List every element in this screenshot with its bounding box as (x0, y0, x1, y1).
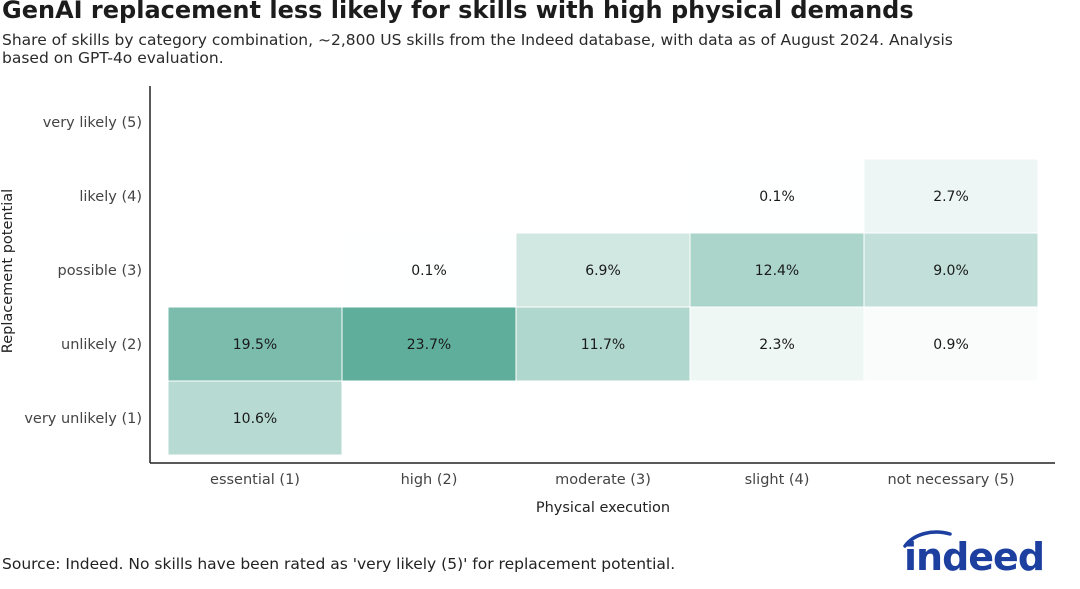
heatmap-cell-labels: 10.6% 19.5% 23.7% 0.1% 11.7% 6.9% 2.3% 12.4% 0.1… (233, 189, 969, 427)
x-tick-label: essential (1) (210, 472, 300, 488)
logo-text: indeed (904, 535, 1044, 578)
indeed-logo: indeed (903, 530, 1045, 578)
y-tick-label: likely (4) (79, 189, 142, 205)
heatmap-cell-label: 0.1% (411, 263, 447, 279)
heatmap-cell-label: 2.3% (759, 337, 795, 353)
heatmap-cell (689, 232, 865, 308)
x-tick-label: not necessary (5) (887, 472, 1014, 488)
x-tick-label: high (2) (401, 472, 458, 488)
heatmap-cell (515, 232, 691, 308)
y-axis-title: Replacement potential (0, 188, 16, 354)
chart-title: GenAI replacement less likely for skills… (2, 0, 914, 24)
heatmap-cell (689, 306, 865, 382)
heatmap-cell-label: 0.9% (933, 337, 969, 353)
y-tick-label: possible (3) (57, 263, 142, 279)
heatmap-cell-label: 23.7% (407, 337, 451, 353)
heatmap-cell-label: 9.0% (933, 263, 969, 279)
heatmap-cell-label: 0.1% (759, 189, 795, 205)
heatmap-cell (863, 306, 1039, 382)
x-axis-ticks: essential (1) high (2) moderate (3) slight … (210, 472, 1014, 488)
source-note: Source: Indeed. No skills have been rate… (2, 555, 676, 573)
logo-arc-icon (903, 530, 952, 548)
heatmap-cell (167, 306, 343, 382)
heatmap-cell (341, 306, 517, 382)
heatmap-cell (689, 158, 865, 234)
heatmap-cell (863, 158, 1039, 234)
heatmap-cell-label: 10.6% (233, 411, 277, 427)
heatmap-cell (863, 232, 1039, 308)
heatmap-cells (167, 158, 1039, 456)
y-tick-label: very likely (5) (43, 115, 142, 131)
y-tick-label: very unlikely (1) (24, 411, 142, 427)
y-axis-ticks: very unlikely (1) unlikely (2) possible (3… (24, 115, 142, 427)
chart-subtitle: Share of skills by category combination,… (2, 31, 953, 67)
x-tick-label: slight (4) (745, 472, 810, 488)
heatmap-cell-label: 6.9% (585, 263, 621, 279)
heatmap-cell-label: 11.7% (581, 337, 625, 353)
heatmap-cell-label: 12.4% (755, 263, 799, 279)
x-axis-title: Physical execution (535, 500, 671, 516)
y-tick-label: unlikely (2) (61, 337, 142, 353)
heatmap-cell-label: 19.5% (233, 337, 277, 353)
heatmap-cell-label: 2.7% (933, 189, 969, 205)
heatmap-cell (515, 306, 691, 382)
x-tick-label: moderate (3) (555, 472, 651, 488)
